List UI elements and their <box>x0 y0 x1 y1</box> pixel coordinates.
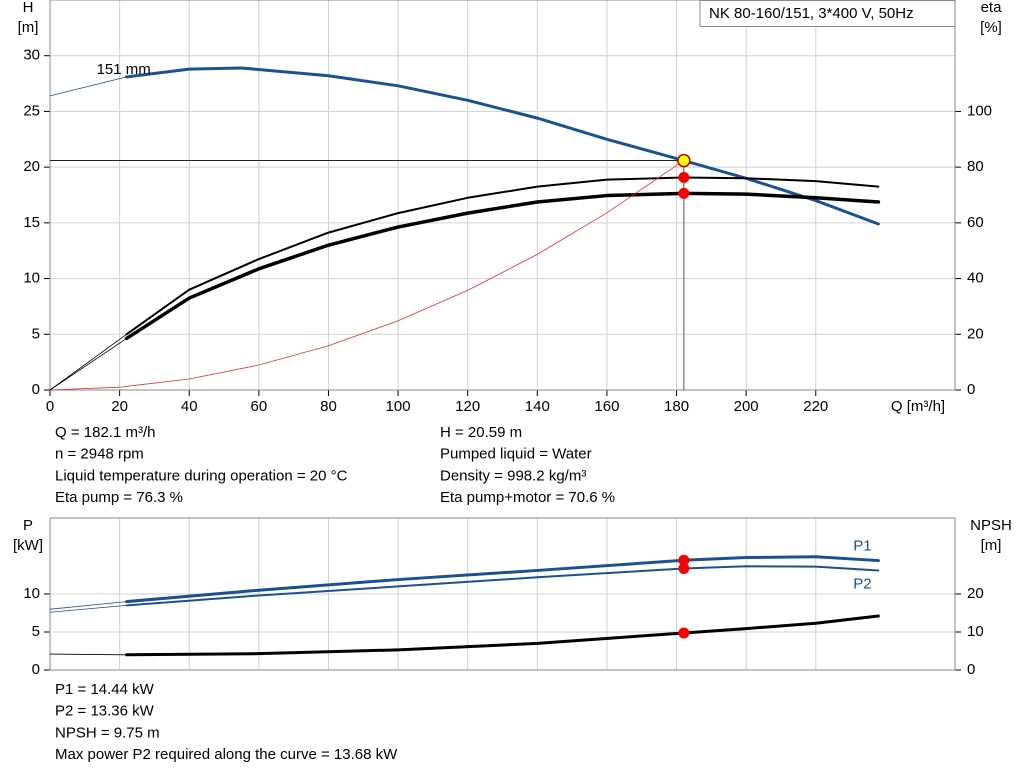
y-axis-label: H <box>23 0 34 16</box>
y-tick-label: 20 <box>23 158 40 175</box>
info-text: Q = 182.1 m³/h <box>55 424 155 441</box>
curve-label: 151 mm <box>97 61 151 78</box>
curve <box>49 653 127 656</box>
x-tick-label: 200 <box>734 398 759 415</box>
curve <box>49 160 685 391</box>
y-tick-label: 0 <box>32 661 40 678</box>
curve-label: P2 <box>853 575 871 592</box>
curve <box>49 338 127 391</box>
curve <box>49 76 127 97</box>
y-axis-unit: [m] <box>18 19 39 36</box>
x-tick-label: 60 <box>251 398 268 415</box>
curve-label: P1 <box>853 538 871 555</box>
y2-tick-label: 10 <box>967 623 984 640</box>
y-tick-label: 10 <box>23 270 40 287</box>
y-tick-label: 5 <box>32 325 40 342</box>
operating-point <box>678 562 690 574</box>
info-text: Density = 998.2 kg/m³ <box>440 467 586 484</box>
x-tick-label: 140 <box>525 398 550 415</box>
info-text: n = 2948 rpm <box>55 446 144 463</box>
x-tick-label: 180 <box>664 398 689 415</box>
y-tick-label: 10 <box>23 585 40 602</box>
curve <box>125 176 880 336</box>
y-tick-label: 5 <box>32 623 40 640</box>
info-text: H = 20.59 m <box>440 424 522 441</box>
y2-tick-label: 20 <box>967 585 984 602</box>
operating-point <box>678 171 690 183</box>
y-axis-label: P <box>23 517 33 534</box>
info-text: NPSH = 9.75 m <box>55 724 160 741</box>
y-axis-unit: [kW] <box>13 537 43 554</box>
curve <box>125 565 880 607</box>
curve <box>49 333 127 391</box>
curve <box>49 605 127 613</box>
y2-tick-label: 100 <box>967 102 992 119</box>
info-text: Eta pump = 76.3 % <box>55 489 183 506</box>
y-tick-label: 25 <box>23 102 40 119</box>
info-text: Max power P2 required along the curve = … <box>55 746 398 763</box>
y2-axis-unit: [m] <box>981 537 1002 554</box>
y-tick-label: 15 <box>23 214 40 231</box>
x-tick-label: 120 <box>455 398 480 415</box>
curve <box>125 555 880 604</box>
y2-tick-label: 80 <box>967 158 984 175</box>
x-tick-label: 80 <box>320 398 337 415</box>
plot-frame <box>49 517 956 671</box>
info-text: P2 = 13.36 kW <box>55 703 155 720</box>
y2-axis-unit: [%] <box>980 19 1002 36</box>
x-axis-label: Q [m³/h] <box>891 398 945 415</box>
y-tick-label: 0 <box>32 381 40 398</box>
x-tick-label: 0 <box>46 398 54 415</box>
y2-tick-label: 60 <box>967 214 984 231</box>
curve <box>125 614 880 657</box>
y2-tick-label: 0 <box>967 661 975 678</box>
info-text: P1 = 14.44 kW <box>55 681 155 698</box>
x-tick-label: 160 <box>594 398 619 415</box>
plot-frame <box>49 0 956 391</box>
operating-point <box>677 153 691 168</box>
info-text: Eta pump+motor = 70.6 % <box>440 489 615 506</box>
x-tick-label: 220 <box>803 398 828 415</box>
y2-axis-label: eta <box>981 0 1003 16</box>
title-box <box>699 0 956 27</box>
y-tick-label: 30 <box>23 47 40 64</box>
x-tick-label: 20 <box>111 398 128 415</box>
operating-point <box>678 627 690 639</box>
curve <box>49 601 127 610</box>
curve <box>124 191 881 341</box>
operating-point <box>678 554 690 566</box>
x-tick-label: 40 <box>181 398 198 415</box>
chart-title: NK 80-160/151, 3*400 V, 50Hz <box>709 5 914 22</box>
y2-tick-label: 0 <box>967 381 975 398</box>
operating-point <box>678 187 690 199</box>
info-text: Liquid temperature during operation = 20… <box>55 467 348 484</box>
y2-tick-label: 40 <box>967 270 984 287</box>
curve <box>125 66 880 226</box>
info-text: Pumped liquid = Water <box>440 446 592 463</box>
y2-tick-label: 20 <box>967 325 984 342</box>
x-tick-label: 100 <box>386 398 411 415</box>
y2-axis-label: NPSH <box>970 517 1012 534</box>
